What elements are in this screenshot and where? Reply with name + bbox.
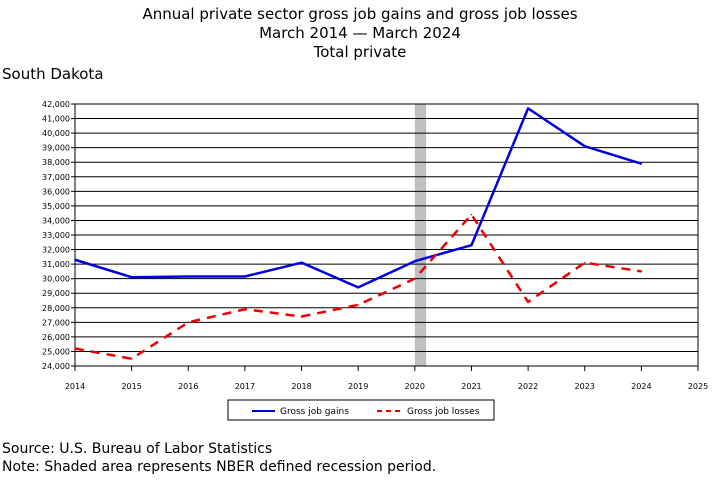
y-tick-label: 32,000 (42, 246, 70, 255)
gridlines (75, 103, 698, 367)
legend-gains-label: Gross job gains (280, 407, 349, 417)
x-tick-label: 2020 (405, 382, 425, 391)
losses-point (414, 277, 416, 280)
losses-point (640, 270, 643, 273)
y-tick-label: 31,000 (42, 260, 70, 269)
x-tick-label: 2018 (291, 382, 311, 391)
x-tick-label: 2023 (575, 382, 595, 391)
losses-point (74, 347, 76, 350)
chart-series-title: Total private (313, 43, 407, 61)
gains-point (187, 275, 190, 278)
recession-note: Note: Shaded area represents NBER define… (2, 459, 437, 475)
y-tick-label: 38,000 (42, 158, 70, 167)
y-tick-label: 36,000 (42, 187, 70, 196)
losses-point (527, 301, 529, 303)
gains-point (74, 258, 76, 261)
losses-point (130, 357, 133, 360)
y-tick-label: 35,000 (42, 202, 70, 211)
x-tick-label: 2025 (688, 382, 708, 391)
y-tick-label: 39,000 (42, 144, 70, 153)
y-tick-label: 37,000 (42, 173, 70, 182)
x-tick-label: 2015 (121, 382, 141, 391)
x-tick-label: 2022 (518, 382, 538, 391)
legend-losses-label: Gross job losses (407, 407, 480, 417)
y-tick-label: 29,000 (42, 289, 70, 298)
gains-point (357, 286, 359, 289)
losses-point (300, 315, 303, 318)
y-tick-label: 34,000 (42, 216, 70, 225)
plot-frame (74, 103, 699, 367)
y-tick-label: 30,000 (42, 275, 70, 284)
state-label: South Dakota (2, 65, 104, 83)
x-tick-label: 2014 (65, 382, 85, 391)
y-tick-label: 40,000 (42, 129, 70, 138)
x-tick-label: 2019 (348, 382, 368, 391)
losses-point (470, 213, 473, 216)
gains-point (470, 244, 473, 246)
y-tick-label: 28,000 (42, 304, 70, 313)
chart-title: Annual private sector gross job gains an… (142, 5, 578, 23)
y-tick-label: 33,000 (42, 231, 70, 240)
series-gross-job-gains (74, 107, 642, 289)
legend: Gross job gains Gross job losses (227, 399, 495, 421)
gains-point (527, 107, 529, 110)
y-tick-label: 25,000 (42, 347, 70, 356)
x-tick-label: 2016 (178, 382, 198, 391)
chart-subtitle: March 2014 — March 2024 (259, 24, 461, 42)
x-tick-label: 2021 (461, 382, 481, 391)
line-chart: 24,000 25,000 26,000 27,000 28,000 29,000 30,0… (42, 100, 708, 421)
series-lines (74, 107, 643, 360)
source-note: Source: U.S. Bureau of Labor Statistics (2, 441, 273, 457)
gains-point (583, 145, 586, 148)
series-gross-job-losses (74, 213, 642, 360)
axes: 24,000 25,000 26,000 27,000 28,000 29,000 30,0… (42, 100, 708, 391)
y-tick-label: 27,000 (42, 318, 70, 327)
gains-point (640, 162, 643, 165)
y-tick-label: 24,000 (42, 362, 70, 371)
x-tick-label: 2017 (235, 382, 255, 391)
x-tick-label: 2024 (631, 382, 651, 391)
losses-point (583, 261, 586, 264)
gains-point (414, 260, 416, 263)
gains-point (244, 275, 246, 278)
legend-box (227, 399, 495, 421)
losses-point (357, 304, 359, 306)
gains-point (300, 261, 303, 264)
y-tick-label: 26,000 (42, 333, 70, 342)
y-tick-label: 42,000 (42, 100, 70, 109)
losses-point (187, 321, 190, 324)
y-tick-label: 41,000 (42, 115, 70, 124)
losses-point (244, 308, 246, 311)
gains-point (130, 276, 133, 279)
